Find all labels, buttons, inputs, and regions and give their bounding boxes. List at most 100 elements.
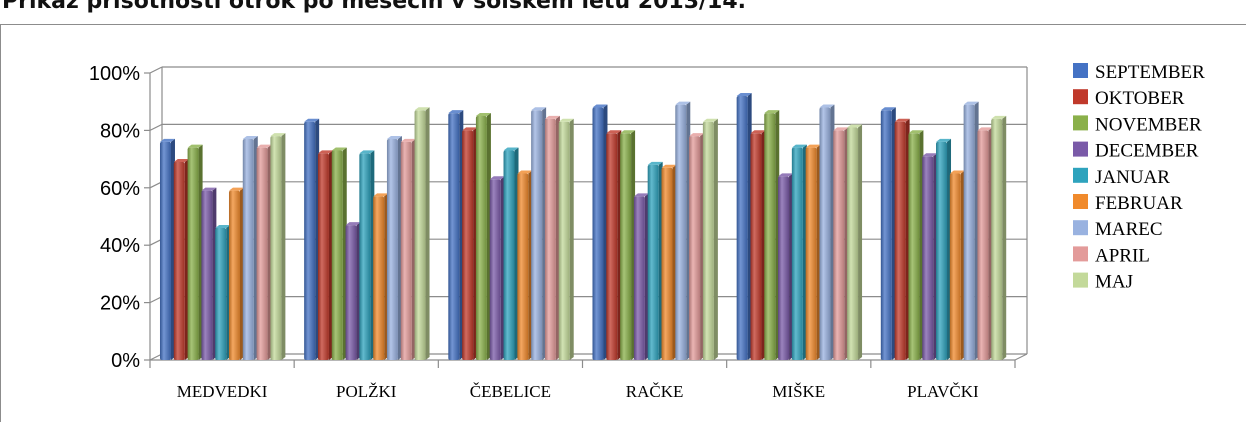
bar bbox=[228, 187, 244, 360]
bar-front bbox=[764, 113, 776, 361]
bar bbox=[317, 150, 333, 360]
bar-front bbox=[963, 104, 975, 360]
bar-top bbox=[949, 170, 965, 174]
bar-top bbox=[414, 107, 430, 111]
bar-top bbox=[633, 193, 649, 197]
bar-top bbox=[386, 136, 402, 140]
bar bbox=[531, 107, 547, 360]
bar-front bbox=[159, 141, 171, 360]
legend-label: FEBRUAR bbox=[1095, 193, 1183, 214]
y-tick-label: 20% bbox=[100, 293, 140, 315]
bar-front bbox=[805, 147, 817, 360]
bar bbox=[689, 133, 705, 360]
bar-front bbox=[414, 110, 426, 360]
bar-top bbox=[894, 118, 910, 122]
bar-top bbox=[991, 115, 1007, 119]
bar-top bbox=[689, 133, 705, 137]
legend-swatch bbox=[1073, 167, 1088, 183]
bar-top bbox=[750, 130, 766, 134]
legend-item: MAREC bbox=[1073, 219, 1163, 240]
bar-front bbox=[531, 110, 543, 360]
bar bbox=[936, 138, 952, 360]
bar-top bbox=[373, 193, 389, 197]
bar-top bbox=[805, 144, 821, 148]
bar-top bbox=[159, 138, 175, 142]
legend-item: JANUAR bbox=[1073, 167, 1170, 188]
bar-front bbox=[606, 133, 618, 360]
bar bbox=[489, 176, 505, 360]
bar-front bbox=[922, 156, 934, 360]
legend-label: MAJ bbox=[1095, 272, 1133, 293]
chart-title: Prikaz prisotnosti otrok po mesecih v šo… bbox=[2, 0, 747, 14]
bar-front bbox=[647, 164, 659, 360]
bar bbox=[475, 113, 491, 360]
legend-label: SEPTEMBER bbox=[1095, 62, 1205, 83]
bar bbox=[647, 161, 663, 360]
chart-title-bar: Prikaz prisotnosti otrok po mesecih v šo… bbox=[0, 0, 1248, 17]
bar bbox=[633, 193, 649, 360]
gridline-depth bbox=[149, 123, 163, 131]
gridline-depth bbox=[149, 66, 163, 74]
bar-top bbox=[936, 138, 952, 142]
bar-top bbox=[647, 161, 663, 165]
y-tick-label: 80% bbox=[100, 120, 140, 142]
bar-front bbox=[833, 130, 845, 360]
bar-top bbox=[736, 92, 752, 96]
bar-top bbox=[963, 101, 979, 105]
bar bbox=[977, 127, 993, 361]
bar bbox=[805, 144, 821, 360]
bar bbox=[833, 127, 849, 361]
bar-front bbox=[256, 147, 268, 360]
y-tick-label: 60% bbox=[100, 178, 140, 200]
bar bbox=[448, 110, 464, 361]
bar-front bbox=[689, 136, 701, 360]
bar bbox=[517, 170, 533, 360]
bar bbox=[847, 124, 863, 360]
bar-front bbox=[386, 139, 398, 360]
bar bbox=[201, 187, 217, 360]
bar bbox=[908, 130, 924, 360]
legend-item: MAJ bbox=[1073, 272, 1133, 293]
bar-front bbox=[894, 121, 906, 360]
bar bbox=[187, 144, 203, 360]
bar-top bbox=[489, 176, 505, 180]
legend-swatch bbox=[1073, 89, 1088, 105]
bar bbox=[922, 153, 938, 360]
bar-top bbox=[201, 187, 217, 191]
legend-swatch bbox=[1073, 115, 1088, 131]
bar-top bbox=[317, 150, 333, 154]
legend-swatch bbox=[1073, 220, 1088, 236]
chart-frame bbox=[0, 24, 1246, 422]
bar bbox=[270, 133, 286, 360]
bar-side bbox=[281, 133, 286, 360]
bar bbox=[592, 104, 608, 360]
bar-top bbox=[977, 127, 993, 131]
bar-top bbox=[922, 153, 938, 157]
bar-front bbox=[359, 153, 371, 360]
legend-label: OKTOBER bbox=[1095, 88, 1185, 109]
bar bbox=[215, 224, 231, 360]
bar-top bbox=[880, 107, 896, 111]
bar-top bbox=[544, 115, 560, 119]
x-axis-category-labels: MEDVEDKI POLŽKI ČEBELICE RAČKE MIŠKE PLAVČKI bbox=[177, 382, 979, 401]
bar bbox=[949, 170, 965, 360]
bar-front bbox=[750, 133, 762, 360]
legend-label: MAREC bbox=[1095, 219, 1163, 240]
bar-top bbox=[448, 110, 464, 114]
bar-front bbox=[400, 141, 412, 360]
legend-label: NOVEMBER bbox=[1095, 114, 1202, 135]
bar-top bbox=[778, 173, 794, 177]
bar bbox=[414, 107, 430, 360]
bar-front bbox=[270, 136, 282, 360]
bar bbox=[819, 104, 835, 360]
bar-top bbox=[187, 144, 203, 148]
bar-front bbox=[242, 139, 254, 360]
bar-front bbox=[215, 227, 227, 360]
bar-front bbox=[373, 196, 385, 360]
bar-top bbox=[517, 170, 533, 174]
bar-side bbox=[858, 124, 863, 360]
bar-top bbox=[819, 104, 835, 108]
x-category-label: MEDVEDKI bbox=[177, 382, 268, 401]
bars bbox=[159, 92, 1007, 361]
bar-front bbox=[819, 107, 831, 360]
